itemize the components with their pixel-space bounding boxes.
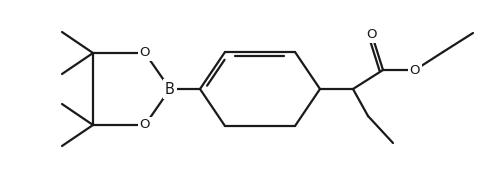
Text: O: O <box>140 119 150 132</box>
Text: O: O <box>140 46 150 59</box>
Text: O: O <box>367 28 377 41</box>
Text: B: B <box>165 82 175 96</box>
Text: O: O <box>410 64 420 77</box>
